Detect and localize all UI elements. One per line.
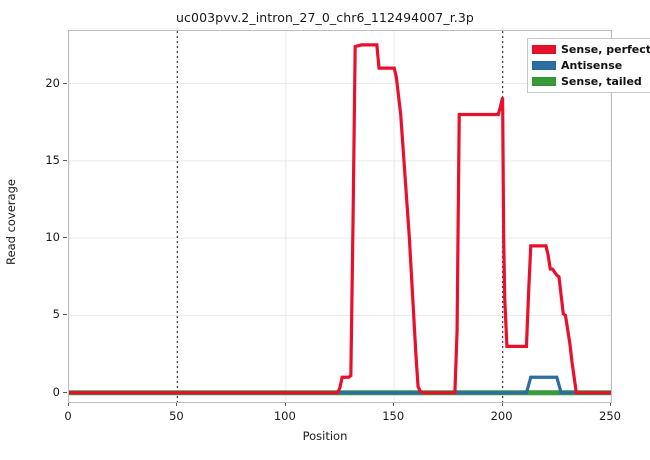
y-tick-mark: [63, 391, 67, 393]
legend-label: Antisense: [561, 59, 623, 72]
y-tick-label: 20: [45, 75, 60, 90]
x-tick-mark: [501, 402, 503, 406]
x-tick-label: 50: [169, 409, 184, 423]
legend-label: Sense, perfect: [561, 43, 650, 56]
x-tick-mark: [610, 402, 611, 406]
y-tick-mark: [63, 237, 67, 239]
y-tick-mark: [63, 82, 67, 84]
chart-title: uc003pvv.2_intron_27_0_chr6_112494007_r.…: [176, 10, 474, 25]
x-tick-label: 250: [599, 409, 621, 423]
y-tick-label: 5: [52, 307, 60, 322]
plot-canvas: [69, 31, 611, 402]
legend-color-swatch: [532, 45, 556, 54]
data-series: [69, 43, 611, 396]
legend-item: Antisense: [532, 59, 650, 72]
x-tick-mark: [284, 402, 286, 406]
series-line: [69, 43, 611, 395]
x-tick-label: 100: [273, 409, 296, 423]
x-tick-mark: [393, 402, 395, 406]
y-tick-label: 10: [45, 230, 60, 245]
legend-color-swatch: [532, 61, 556, 70]
y-tick-label: 0: [52, 384, 60, 399]
legend-label: Sense, tailed: [561, 75, 642, 88]
y-tick-label: 15: [45, 152, 60, 167]
x-tick-label: 0: [64, 409, 72, 423]
x-tick-mark: [176, 402, 178, 406]
y-tick-mark: [63, 314, 67, 316]
plot-area: [68, 30, 612, 403]
x-tick-label: 200: [490, 409, 513, 423]
legend-color-swatch: [532, 77, 556, 86]
y-tick-mark: [63, 159, 67, 161]
series-line: [69, 375, 611, 395]
x-axis-label: Position: [302, 429, 348, 443]
legend-item: Sense, perfect: [532, 43, 650, 56]
vertical-marker-lines: [176, 31, 504, 402]
legend-item: Sense, tailed: [532, 75, 650, 88]
x-tick-mark: [68, 402, 69, 406]
x-tick-label: 150: [382, 409, 405, 423]
legend: Sense, perfect Antisense Sense, tailed: [527, 38, 650, 93]
